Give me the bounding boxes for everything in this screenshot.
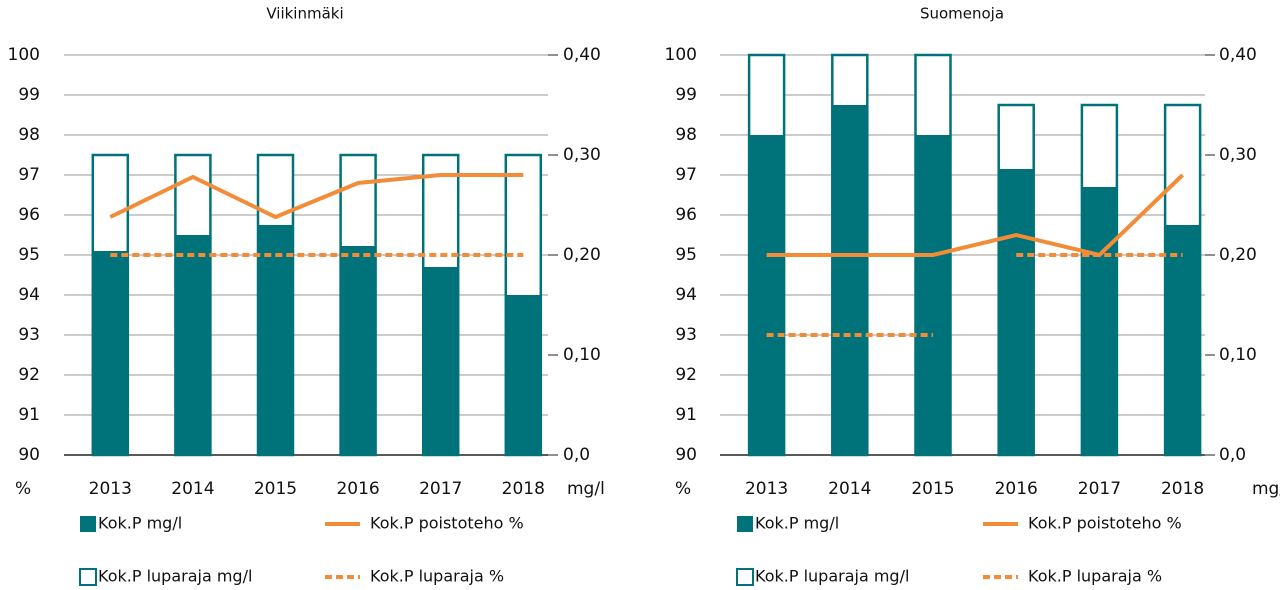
bar bbox=[915, 135, 951, 455]
y2-tick-label: 0,40 bbox=[1219, 45, 1257, 65]
y2-tick-label: 0,30 bbox=[1219, 145, 1257, 165]
x-tick-label: 2013 bbox=[89, 479, 132, 499]
y-tick-label: 92 bbox=[18, 365, 40, 385]
line-series bbox=[766, 173, 1184, 258]
x-tick-label: 2014 bbox=[828, 479, 871, 499]
y-tick-label: 93 bbox=[18, 325, 40, 345]
bar bbox=[998, 169, 1034, 455]
y-tick-label: 92 bbox=[675, 365, 697, 385]
legend-label: Kok.P poistoteho % bbox=[370, 514, 524, 533]
y-tick-label: 96 bbox=[675, 205, 697, 225]
legend-swatch bbox=[736, 568, 754, 586]
bar bbox=[92, 251, 128, 455]
bar bbox=[832, 105, 868, 455]
y2-tick-label: 0,40 bbox=[563, 45, 601, 65]
bar bbox=[175, 235, 211, 455]
legend-label: Kok.P luparaja % bbox=[1028, 567, 1162, 586]
y2-axis-label: mg/l bbox=[1252, 479, 1280, 499]
y-tick-label: 99 bbox=[18, 85, 40, 105]
y-tick-label: 91 bbox=[18, 405, 40, 425]
x-tick-label: 2013 bbox=[745, 479, 788, 499]
x-tick-label: 2017 bbox=[419, 479, 462, 499]
legend-swatch bbox=[80, 516, 96, 532]
y-tick-label: 94 bbox=[18, 285, 40, 305]
y2-axis-label: mg/l bbox=[567, 479, 605, 499]
bar bbox=[258, 225, 293, 455]
bar bbox=[1081, 187, 1117, 455]
legend-label: Kok.P poistoteho % bbox=[1028, 514, 1182, 533]
x-tick-label: 2016 bbox=[336, 479, 379, 499]
line-series bbox=[109, 173, 524, 220]
y-tick-label: 90 bbox=[18, 445, 40, 465]
y2-tick-label: 0,0 bbox=[1219, 445, 1246, 465]
x-tick-label: 2014 bbox=[171, 479, 214, 499]
y-tick-label: 91 bbox=[675, 405, 697, 425]
x-tick-label: 2016 bbox=[995, 479, 1038, 499]
bar bbox=[749, 135, 785, 455]
y-tick-label: 93 bbox=[675, 325, 697, 345]
y-tick-label: 98 bbox=[18, 125, 40, 145]
y-tick-label: 97 bbox=[675, 165, 697, 185]
legend-swatch bbox=[79, 568, 97, 586]
y2-tick-label: 0,20 bbox=[563, 245, 601, 265]
legend-label: Kok.P luparaja % bbox=[370, 567, 504, 586]
y-tick-label: 94 bbox=[675, 285, 697, 305]
y-tick-label: 100 bbox=[8, 45, 40, 65]
y-tick-label: 90 bbox=[675, 445, 697, 465]
y-tick-label: 98 bbox=[675, 125, 697, 145]
chart-title: Suomenoja bbox=[920, 5, 1004, 23]
legend-label: Kok.P mg/l bbox=[98, 514, 182, 533]
y-tick-label: 100 bbox=[665, 45, 697, 65]
y2-tick-label: 0,30 bbox=[563, 145, 601, 165]
bar bbox=[505, 295, 541, 455]
bar bbox=[423, 267, 459, 455]
y-tick-label: 97 bbox=[18, 165, 40, 185]
x-tick-label: 2015 bbox=[911, 479, 954, 499]
x-tick-label: 2018 bbox=[502, 479, 545, 499]
legend-swatch bbox=[737, 516, 753, 532]
bar bbox=[1165, 225, 1201, 455]
y2-tick-label: 0,0 bbox=[563, 445, 590, 465]
legend-label: Kok.P luparaja mg/l bbox=[755, 567, 909, 586]
y-axis-label: % bbox=[15, 479, 31, 499]
x-tick-label: 2018 bbox=[1161, 479, 1204, 499]
y-tick-label: 95 bbox=[18, 245, 40, 265]
y-axis-label: % bbox=[675, 479, 691, 499]
y2-tick-label: 0,10 bbox=[563, 345, 601, 365]
x-tick-label: 2017 bbox=[1078, 479, 1121, 499]
legend-label: Kok.P mg/l bbox=[755, 514, 839, 533]
y2-tick-label: 0,10 bbox=[1219, 345, 1257, 365]
y-tick-label: 99 bbox=[675, 85, 697, 105]
y-tick-label: 95 bbox=[675, 245, 697, 265]
y-tick-label: 96 bbox=[18, 205, 40, 225]
bar bbox=[340, 246, 376, 455]
legend-label: Kok.P luparaja mg/l bbox=[98, 567, 252, 586]
x-tick-label: 2015 bbox=[254, 479, 297, 499]
chart-title: Viikinmäki bbox=[266, 5, 343, 23]
y2-tick-label: 0,20 bbox=[1219, 245, 1257, 265]
